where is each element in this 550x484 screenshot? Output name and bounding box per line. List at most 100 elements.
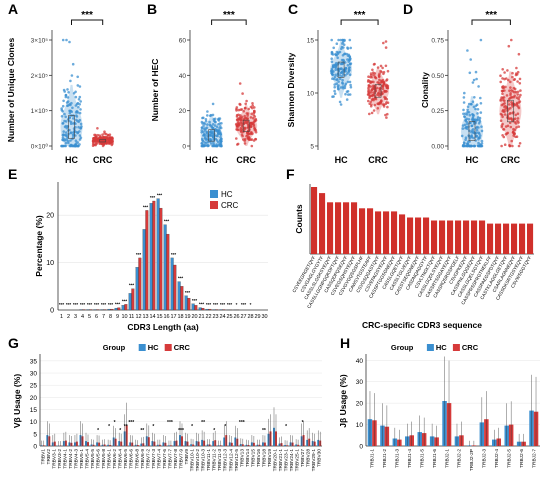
data-point	[477, 126, 480, 129]
data-point	[349, 46, 353, 50]
data-point	[479, 144, 483, 148]
data-point	[77, 98, 81, 101]
data-point	[333, 92, 337, 95]
data-point	[338, 74, 342, 77]
data-point	[517, 125, 521, 128]
data-point	[218, 122, 222, 125]
data-point	[341, 86, 345, 90]
data-point	[66, 104, 70, 107]
x-tick-label: TRBV7-4	[156, 449, 162, 469]
data-point	[340, 45, 344, 49]
data-point	[518, 77, 522, 81]
data-point	[348, 57, 352, 60]
box-plot	[99, 139, 106, 143]
data-point	[202, 130, 205, 134]
bar-hc	[114, 307, 118, 311]
significance-bracket	[71, 19, 104, 25]
significance-label: ***	[227, 302, 233, 307]
bar-crc	[159, 207, 163, 311]
data-point	[478, 136, 481, 140]
data-point	[472, 105, 476, 109]
data-point	[470, 124, 474, 127]
data-point	[76, 141, 79, 144]
x-tick-label: TRBV15	[250, 449, 256, 467]
data-point	[235, 137, 238, 140]
x-tick-label: TRBV5-8	[101, 449, 107, 469]
bar-crc	[180, 286, 184, 311]
data-point	[475, 77, 478, 81]
data-point	[501, 96, 505, 100]
x-category-label: CRC	[368, 155, 388, 165]
data-point	[78, 111, 82, 115]
data-point	[511, 96, 514, 99]
data-point	[384, 46, 388, 49]
data-point	[502, 103, 505, 106]
x-tick-label: TRBV7-2	[145, 449, 151, 469]
legend-label: HC	[148, 343, 159, 352]
data-point	[339, 38, 343, 42]
data-point	[510, 38, 513, 42]
data-point	[336, 56, 340, 60]
data-point	[509, 86, 512, 89]
x-tick-label: TRBV14	[245, 449, 251, 467]
data-point	[464, 138, 467, 141]
data-point	[506, 69, 509, 72]
data-point	[333, 75, 337, 79]
data-point	[474, 107, 477, 111]
data-point	[507, 100, 510, 103]
data-point	[103, 130, 106, 133]
bar-hc	[79, 309, 83, 311]
data-point	[332, 46, 336, 50]
data-point	[219, 135, 222, 139]
bar-crc-sequence	[471, 220, 478, 254]
significance-label: ***	[143, 204, 149, 209]
x-tick-label: TRBV20-1	[273, 449, 279, 472]
bar-hc	[212, 309, 216, 311]
data-point	[208, 123, 212, 126]
data-point	[60, 144, 63, 148]
x-tick-label: TRBV6-9	[140, 449, 146, 469]
data-point	[386, 105, 389, 109]
data-point	[345, 98, 349, 101]
x-tick-label: 6	[95, 314, 98, 320]
bar-crc-sequence	[311, 187, 318, 254]
data-point	[475, 118, 479, 122]
data-point	[337, 80, 340, 83]
data-point	[519, 89, 522, 92]
significance-label: ***	[167, 420, 173, 426]
data-point	[202, 143, 205, 147]
x-tick-label: 11	[129, 314, 135, 320]
data-point	[252, 111, 256, 115]
data-point	[237, 108, 241, 112]
legend-label: CRC	[221, 201, 239, 210]
data-point	[513, 117, 517, 120]
data-point	[211, 123, 215, 126]
data-point	[334, 63, 337, 66]
data-point	[217, 119, 221, 122]
y-tick-label: 40	[179, 73, 187, 80]
x-tick-label: 26	[233, 314, 239, 320]
data-point	[339, 103, 343, 106]
significance-label: ***	[101, 302, 107, 307]
data-point	[65, 101, 69, 104]
bar-crc	[166, 233, 170, 311]
data-point	[331, 95, 334, 98]
significance-label: *	[97, 428, 99, 434]
legend-swatch-crc	[452, 344, 460, 351]
data-point	[517, 121, 520, 124]
data-point	[330, 50, 334, 54]
data-point	[367, 99, 370, 103]
x-tick-label: 30	[261, 314, 267, 320]
x-category-label: HC	[205, 155, 218, 165]
y-tick-label: 60	[179, 38, 187, 45]
data-point	[77, 120, 80, 124]
data-point	[105, 141, 109, 144]
data-point	[213, 124, 217, 127]
bar-crc-sequence	[359, 208, 366, 254]
data-point	[515, 96, 519, 99]
x-tick-label: TRBV6-6	[129, 449, 135, 469]
x-axis-label: CRC-specific CDR3 sequence	[362, 320, 482, 330]
data-point	[330, 60, 334, 63]
data-point	[471, 100, 475, 103]
x-tick-label: TRBV16	[256, 449, 262, 467]
